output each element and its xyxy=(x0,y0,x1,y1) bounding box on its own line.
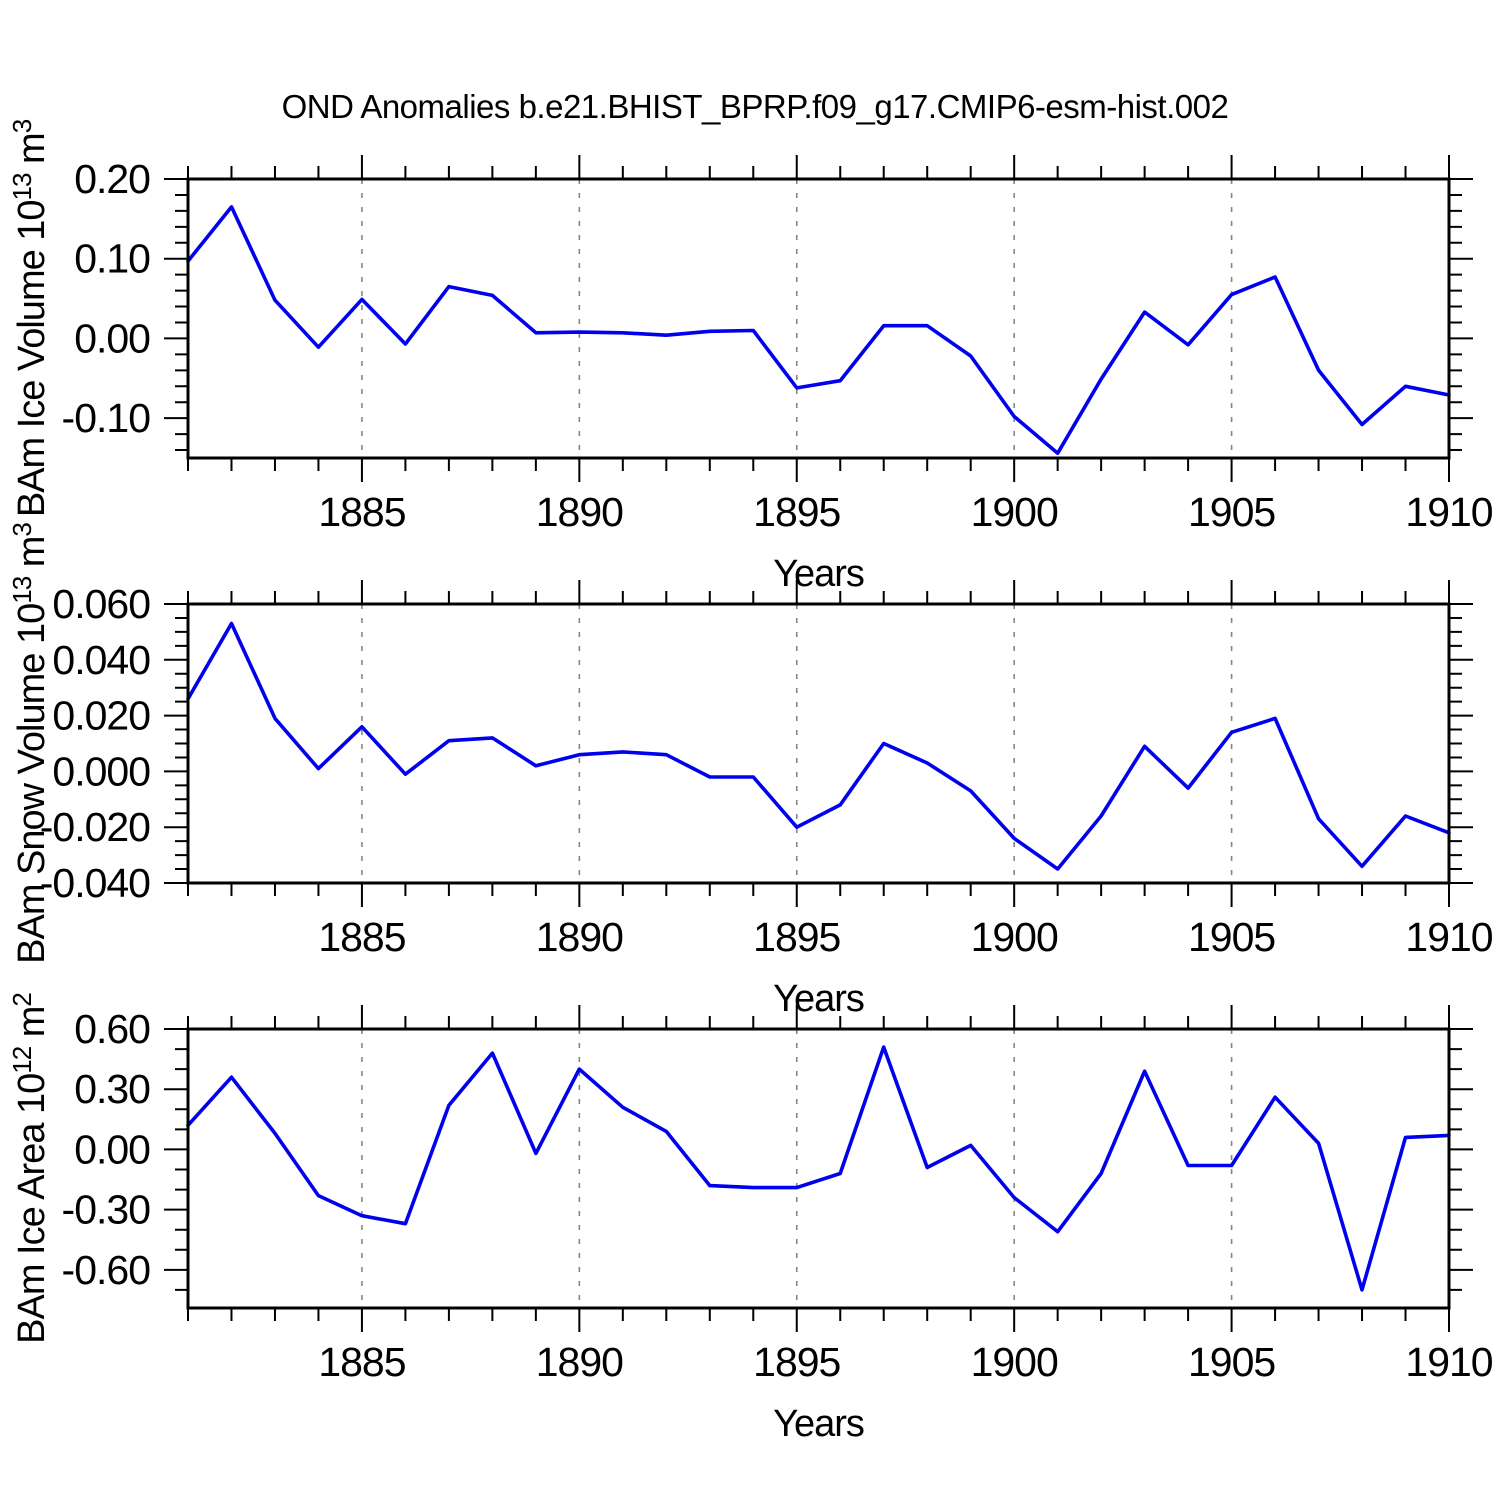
xaxis-title: Years xyxy=(773,1403,864,1445)
ytick-label: 0.00 xyxy=(74,1126,150,1172)
plot-border xyxy=(186,177,1451,460)
chart-title: OND Anomalies b.e21.BHIST_BPRP.f09_g17.C… xyxy=(282,88,1229,125)
xaxis-title: Years xyxy=(773,978,864,1020)
panel-ice-area: 0.60 0.30 0.00 -0.30 -0.60 1885 1890 1895 1900 19… xyxy=(7,993,1494,1445)
xtick-label: 1905 xyxy=(1188,489,1275,535)
xtick-label: 1890 xyxy=(536,914,623,960)
xtick-label: 1895 xyxy=(753,1339,840,1385)
ytick-label: 0.000 xyxy=(52,748,150,794)
xtick-label: 1910 xyxy=(1405,489,1492,535)
plot-border xyxy=(186,1027,1451,1310)
xtick-label: 1885 xyxy=(318,489,405,535)
ytick-label: -0.020 xyxy=(40,804,150,850)
ytick-label: -0.040 xyxy=(40,860,150,906)
minor-ticks xyxy=(175,166,1462,471)
xaxis-title: Years xyxy=(773,553,864,595)
ytick-label: 0.060 xyxy=(52,581,150,627)
ytick-label: 0.040 xyxy=(52,637,150,683)
xtick-label: 1905 xyxy=(1188,1339,1275,1385)
panels-group: 0.20 0.10 0.00 -0.10 1885 1890 1895 1900 1905 191… xyxy=(7,119,1494,1445)
plot-border xyxy=(186,602,1451,885)
xtick-label: 1895 xyxy=(753,489,840,535)
minor-ticks xyxy=(175,591,1462,896)
xtick-label: 1900 xyxy=(971,914,1058,960)
ytick-label: -0.30 xyxy=(62,1187,151,1233)
xtick-label: 1910 xyxy=(1405,914,1492,960)
yaxis-title: BAm Ice Volume 1013 m3 xyxy=(7,119,53,517)
xtick-label: 1910 xyxy=(1405,1339,1492,1385)
xtick-label: 1900 xyxy=(971,1339,1058,1385)
yaxis-title: BAm Snow Volume 1013 m3 xyxy=(7,523,53,964)
ytick-label: 0.30 xyxy=(74,1066,150,1112)
major-ticks xyxy=(164,1005,1473,1332)
series-line-ice-area xyxy=(186,1045,1451,1292)
xtick-label: 1890 xyxy=(536,1339,623,1385)
series-line-ice-volume xyxy=(186,205,1451,456)
panel-snow-volume: 0.060 0.040 0.020 0.000 -0.020 -0.040 1885 1890… xyxy=(7,523,1494,1020)
xtick-label: 1890 xyxy=(536,489,623,535)
ytick-label: 0.60 xyxy=(74,1006,150,1052)
yaxis-title: BAm Ice Area 1012 m2 xyxy=(7,993,53,1344)
xtick-label: 1895 xyxy=(753,914,840,960)
series-line-snow-volume xyxy=(186,621,1451,871)
ytick-label: -0.10 xyxy=(62,395,151,441)
ytick-label: -0.60 xyxy=(62,1247,151,1293)
major-ticks xyxy=(164,155,1473,482)
ytick-label: 0.10 xyxy=(74,236,150,282)
panel-ice-volume: 0.20 0.10 0.00 -0.10 1885 1890 1895 1900 1905 191… xyxy=(7,119,1494,595)
xtick-label: 1885 xyxy=(318,1339,405,1385)
xtick-label: 1905 xyxy=(1188,914,1275,960)
ytick-label: 0.020 xyxy=(52,693,150,739)
xtick-label: 1900 xyxy=(971,489,1058,535)
xtick-label: 1885 xyxy=(318,914,405,960)
minor-ticks xyxy=(175,1016,1462,1321)
ytick-label: 0.20 xyxy=(74,156,150,202)
ytick-label: 0.00 xyxy=(74,315,150,361)
major-ticks xyxy=(164,580,1473,907)
